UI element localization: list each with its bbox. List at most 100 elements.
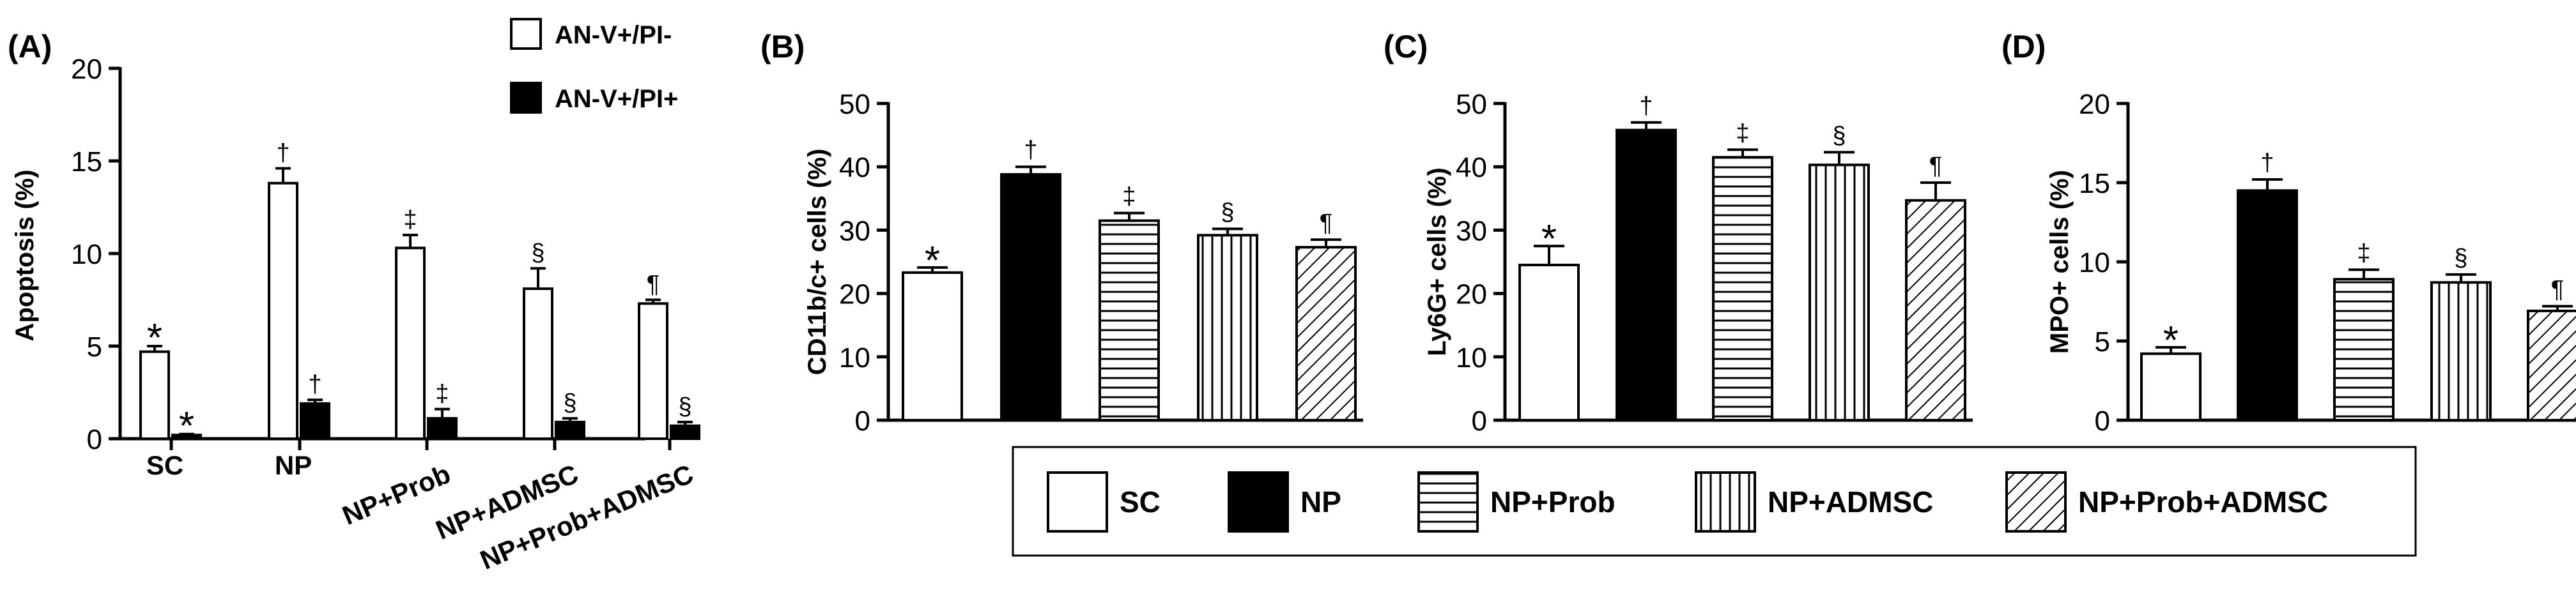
bar [1712, 156, 1773, 421]
y-tick-label: 0 [1472, 406, 1487, 437]
legend-label: AN-V+/PI+ [555, 85, 678, 113]
panel-label: (A) [8, 29, 52, 64]
bar [300, 402, 330, 441]
legend-label: NP [1300, 485, 1341, 519]
panel-a-legend: AN-V+/PI- AN-V+/PI+ [510, 18, 678, 114]
bar [523, 287, 553, 440]
bar [1197, 234, 1258, 421]
bar [2527, 309, 2576, 421]
x-tick-label: SC [146, 450, 183, 480]
panel-2: (C) Ly6G+ cells (%) 0 10 20 30 40 50 * † ‡ § ¶ [1384, 29, 1973, 437]
bar [427, 417, 458, 440]
panel-1: (B) CD11b/c+ cells (%) 0 10 20 30 40 50 * † ‡ § ¶ [760, 29, 1363, 437]
bar [1905, 199, 1966, 421]
legend-label: AN-V+/PI- [555, 21, 672, 49]
legend-swatch [1228, 471, 1289, 533]
x-tick-label: NP [275, 450, 312, 480]
significance-mark: † [2260, 149, 2274, 176]
significance-mark: † [308, 371, 321, 398]
y-tick-label: 5 [2095, 326, 2110, 358]
significance-mark: ¶ [2551, 276, 2564, 303]
bar [670, 424, 700, 441]
bar [1000, 173, 1061, 421]
significance-mark: ‡ [435, 381, 449, 407]
significance-mark: ¶ [1320, 209, 1332, 236]
significance-mark: § [563, 390, 576, 416]
y-tick-label: 30 [1456, 215, 1487, 246]
bar [268, 181, 298, 440]
significance-mark: § [678, 393, 691, 420]
significance-mark: * [1541, 217, 1557, 261]
y-tick-label: 0 [855, 406, 870, 437]
legend-frame [1012, 446, 2417, 557]
panel-3: (D) MPO+ cells (%) 0 5 10 15 20 * † ‡ § ¶ [2001, 29, 2576, 437]
legend-swatch [1047, 471, 1108, 533]
y-axis-label: MPO+ cells (%) [2046, 170, 2074, 354]
bar [1099, 219, 1160, 421]
legend-swatch [1695, 471, 1756, 533]
bar [2140, 352, 2202, 422]
legend: SC NP NP+Prob NP+ADMSC NP+Prob+ADMSC [1012, 446, 2417, 557]
significance-mark: † [276, 140, 289, 167]
y-tick-label: 0 [2095, 406, 2110, 437]
significance-mark: † [1639, 93, 1653, 119]
y-tick-label: 20 [2079, 89, 2110, 120]
bar [1518, 263, 1580, 421]
y-axis-label: Apoptosis (%) [11, 170, 39, 342]
bar [555, 420, 585, 441]
y-tick-label: 15 [71, 146, 102, 178]
significance-mark: ¶ [647, 271, 659, 298]
legend-swatch [2005, 471, 2067, 533]
panel-label: (D) [2001, 29, 2046, 64]
y-tick-label: 0 [87, 424, 102, 455]
y-axis-label: Ly6G+ cells (%) [1423, 167, 1451, 356]
significance-mark: § [1221, 199, 1234, 225]
legend-swatch [510, 82, 542, 114]
legend-label: NP+Prob+ADMSC [2078, 485, 2328, 519]
legend-swatch [510, 18, 542, 50]
significance-mark: ‡ [2357, 239, 2370, 266]
bar [139, 350, 170, 441]
bar [2333, 278, 2395, 421]
y-axis-label: CD11b/c+ cells (%) [803, 149, 831, 375]
bar [1295, 246, 1357, 421]
significance-mark: § [531, 239, 544, 266]
y-tick-label: 20 [1456, 279, 1487, 310]
panel-label: (B) [760, 29, 805, 64]
significance-mark: ¶ [1929, 153, 1942, 179]
legend-swatch [1417, 471, 1479, 533]
significance-mark: * [179, 404, 194, 448]
y-tick-label: 50 [1456, 89, 1487, 120]
bar [2430, 281, 2492, 421]
y-tick-label: 10 [839, 342, 870, 374]
significance-mark: † [1024, 137, 1037, 163]
y-tick-label: 40 [839, 152, 870, 183]
significance-mark: ‡ [403, 206, 417, 233]
y-tick-label: 10 [1456, 342, 1487, 374]
legend-label: SC [1120, 485, 1161, 519]
chart-panels: (A)Apoptosis (%)05101520**SC††NP‡‡NP+Pro… [8, 18, 2576, 575]
y-tick-label: 10 [2079, 247, 2110, 278]
significance-mark: ‡ [1122, 183, 1136, 210]
bar [1809, 163, 1870, 421]
bar [1616, 128, 1677, 421]
y-tick-label: 20 [839, 279, 870, 310]
y-tick-label: 40 [1456, 152, 1487, 183]
significance-mark: * [2163, 319, 2179, 363]
y-tick-label: 30 [839, 215, 870, 246]
bar [2237, 189, 2298, 421]
significance-mark: * [925, 239, 940, 283]
y-tick-label: 20 [71, 54, 102, 85]
significance-mark: ‡ [1736, 119, 1749, 146]
legend-label: NP+Prob [1490, 485, 1616, 519]
bar [638, 302, 668, 440]
significance-mark: § [2454, 245, 2467, 271]
panel-0: (A)Apoptosis (%)05101520**SC††NP‡‡NP+Pro… [8, 18, 700, 575]
significance-mark: § [1832, 122, 1846, 149]
bar [902, 271, 963, 422]
y-tick-label: 5 [87, 331, 102, 363]
legend-label: NP+ADMSC [1768, 485, 1933, 519]
y-tick-label: 10 [71, 239, 102, 270]
significance-mark: * [147, 316, 162, 360]
y-tick-label: 15 [2079, 168, 2110, 199]
